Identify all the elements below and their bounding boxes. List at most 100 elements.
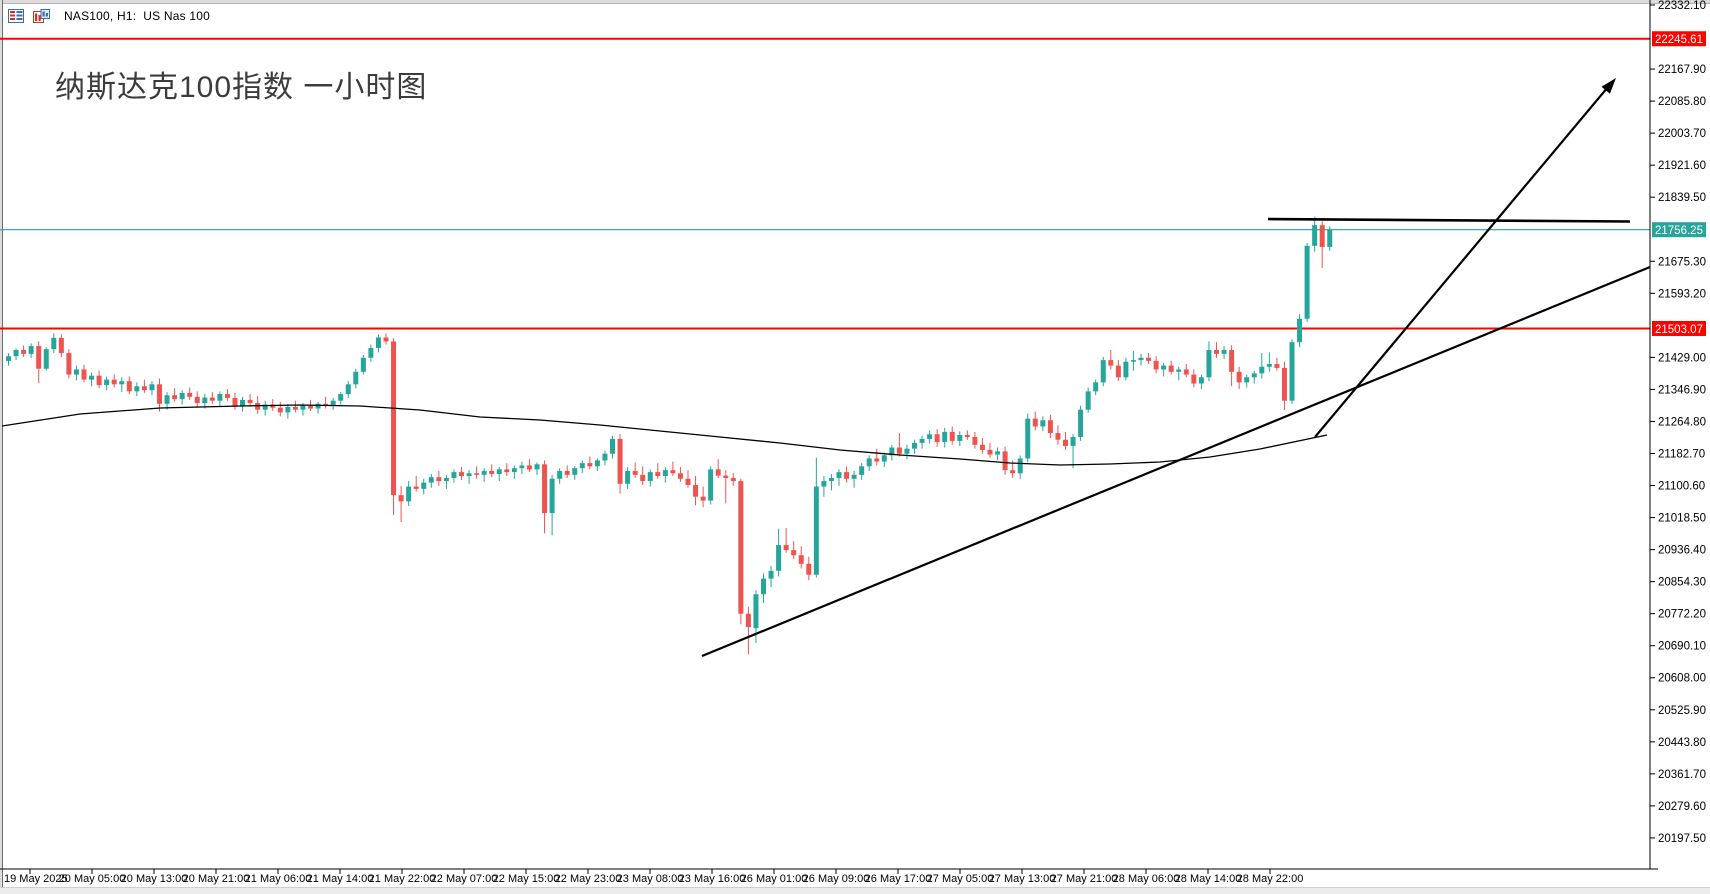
price-tick-label: 20936.40	[1658, 545, 1706, 557]
price-tag-label: 21756.25	[1655, 225, 1703, 237]
moving-average-line[interactable]	[1, 404, 1328, 466]
price-tag	[1652, 320, 1706, 336]
candle-body	[1206, 349, 1212, 378]
chart-window-icon[interactable]	[33, 8, 50, 24]
candle-body	[549, 478, 555, 514]
candle-body	[723, 475, 729, 478]
candle-body	[1047, 420, 1053, 434]
candle-body	[730, 477, 736, 482]
candle-body	[119, 381, 125, 385]
candle-body	[1251, 373, 1257, 378]
candle-body	[542, 464, 548, 514]
candle-body	[889, 447, 895, 456]
candle-body	[157, 384, 162, 404]
candle-body	[1229, 349, 1235, 372]
candle-body	[844, 472, 850, 479]
up-arrow-shaft[interactable]	[1314, 86, 1609, 438]
candle-body	[1221, 349, 1227, 354]
candle-body	[255, 403, 261, 410]
price-tick-label: 20772.20	[1658, 609, 1706, 621]
candle-body	[134, 386, 140, 392]
candle-body	[1274, 364, 1280, 368]
time-tick-label: 22 May 23:00	[555, 873, 622, 885]
candle-body	[602, 453, 608, 461]
candle-body	[1153, 360, 1159, 370]
time-tick-label: 27 May 21:00	[1051, 873, 1118, 885]
candle-body	[149, 384, 155, 391]
candle-body	[1017, 458, 1023, 474]
price-tick-label: 20279.60	[1658, 801, 1706, 813]
candle-body	[466, 473, 472, 477]
candle-body	[564, 470, 570, 475]
price-tick-label: 21839.50	[1658, 192, 1706, 204]
candle-body	[587, 463, 593, 467]
time-tick-label: 23 May 08:00	[617, 873, 684, 885]
candle-body	[360, 357, 366, 372]
candle-body	[111, 379, 117, 385]
price-tick-label: 21921.60	[1658, 160, 1706, 172]
candle-body	[904, 448, 910, 454]
candle-body	[1138, 357, 1144, 361]
time-tick-label: 20 May 21:00	[183, 873, 250, 885]
candle-body	[1191, 374, 1197, 384]
candle-body	[949, 431, 955, 441]
price-tick-label: 21429.00	[1658, 352, 1706, 364]
candle-body	[436, 477, 442, 482]
candle-body	[957, 435, 963, 441]
candle-body	[428, 477, 434, 483]
candle-body	[1130, 360, 1136, 362]
candle-body	[496, 469, 502, 475]
price-tick-label: 22332.10	[1658, 0, 1706, 12]
time-tick-label: 28 May 14:00	[1175, 873, 1242, 885]
window-top-edge	[0, 0, 1710, 4]
candle-body	[1304, 245, 1310, 319]
price-tag-label: 21503.07	[1655, 324, 1703, 336]
candle-body	[798, 555, 804, 564]
time-tick-label: 20 May 05:00	[59, 873, 126, 885]
candle-body	[1266, 364, 1272, 367]
price-tick-label: 21593.20	[1658, 288, 1706, 300]
candle-body	[761, 578, 766, 595]
ascending-trendline[interactable]	[701, 265, 1651, 658]
candle-body	[526, 465, 532, 470]
candle-body	[247, 399, 253, 404]
time-tick-label: 26 May 01:00	[741, 873, 808, 885]
candle-body	[1214, 349, 1219, 354]
candle-body	[315, 403, 321, 409]
chart-info-overlay: NAS100, H1: US Nas 100	[8, 7, 210, 25]
price-tick-label: 21346.90	[1658, 384, 1706, 396]
candle-body	[224, 394, 230, 398]
candle-body	[270, 404, 276, 408]
candle-body	[504, 469, 510, 473]
quotes-list-icon[interactable]	[8, 8, 25, 24]
candle-body	[172, 395, 178, 400]
price-tick-label: 20443.80	[1658, 737, 1706, 749]
price-tick-label: 21182.70	[1658, 448, 1705, 460]
candle-body	[1289, 342, 1295, 401]
candle-body	[1055, 433, 1061, 440]
candle-body	[776, 545, 782, 571]
price-tick-label: 21100.60	[1658, 481, 1705, 493]
candle-body	[338, 394, 344, 401]
candle-body	[141, 386, 147, 391]
candle-body	[413, 486, 419, 489]
candle-body	[557, 470, 563, 479]
candle-body	[572, 468, 578, 475]
price-tick-label: 22167.90	[1658, 64, 1706, 76]
candle-body	[1010, 470, 1016, 474]
candle-body	[708, 469, 714, 501]
candle-body	[1161, 365, 1167, 370]
candle-body	[330, 400, 336, 406]
candle-body	[104, 379, 110, 386]
candle-body	[209, 397, 215, 401]
candle-body	[677, 473, 683, 479]
candle-body	[655, 472, 661, 477]
resistance-segment[interactable]	[1267, 217, 1631, 223]
candle-body	[51, 337, 57, 350]
candle-body	[1078, 409, 1084, 437]
candle-body	[964, 435, 970, 437]
candle-body	[474, 473, 480, 475]
candle-body	[919, 438, 925, 443]
candle-body	[828, 477, 834, 482]
